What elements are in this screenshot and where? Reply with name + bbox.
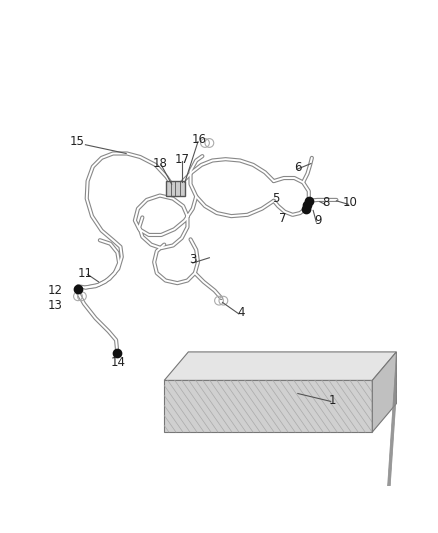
- Bar: [166, 181, 185, 197]
- Text: 14: 14: [111, 357, 126, 369]
- Text: 5: 5: [272, 192, 279, 205]
- Text: 7: 7: [279, 212, 286, 225]
- Text: 16: 16: [192, 133, 207, 146]
- Text: 3: 3: [189, 253, 196, 266]
- Text: 6: 6: [294, 161, 302, 174]
- Text: 13: 13: [47, 300, 62, 312]
- Polygon shape: [372, 352, 396, 432]
- Polygon shape: [164, 352, 396, 381]
- Text: 4: 4: [237, 306, 245, 319]
- Text: 15: 15: [69, 135, 84, 148]
- Text: 17: 17: [174, 152, 189, 166]
- Text: 12: 12: [47, 284, 62, 297]
- Text: 9: 9: [314, 214, 321, 227]
- Polygon shape: [164, 381, 372, 432]
- Text: 8: 8: [323, 197, 330, 209]
- Text: 11: 11: [78, 266, 93, 280]
- Text: 1: 1: [329, 393, 337, 407]
- Text: 18: 18: [152, 157, 167, 170]
- Text: 10: 10: [343, 197, 358, 209]
